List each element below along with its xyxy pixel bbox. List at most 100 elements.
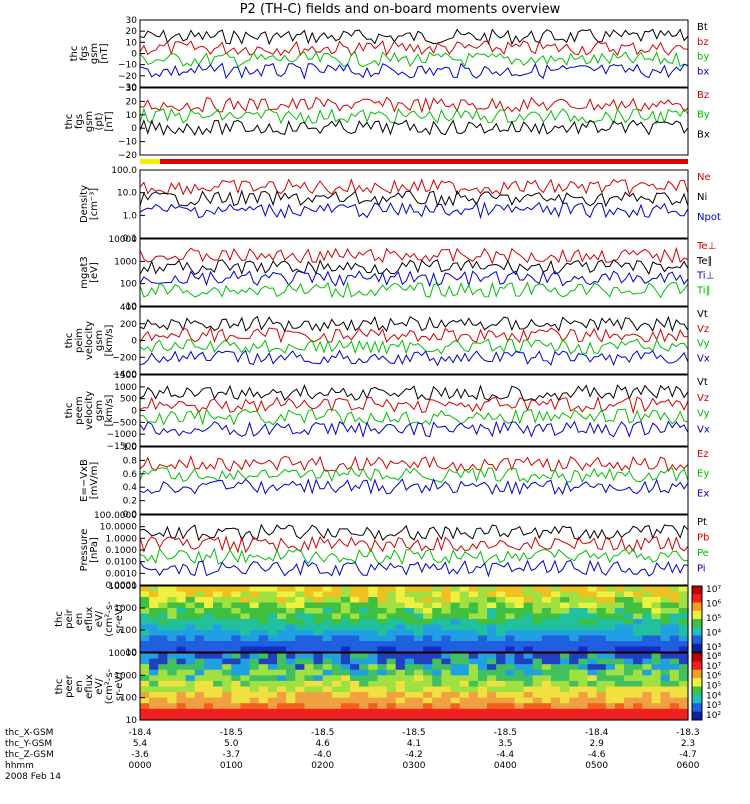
spectrogram-cell	[194, 613, 205, 620]
spectrogram-cell	[368, 624, 379, 631]
spectrogram-cell	[213, 714, 223, 721]
spectrogram-cell	[596, 653, 607, 660]
spectrogram-cell	[605, 680, 616, 688]
spectrogram-cell	[551, 708, 561, 716]
x-row-value: 4.6	[316, 739, 331, 749]
spectrogram-cell	[331, 669, 342, 676]
spectrogram-cell	[185, 646, 196, 653]
spectrogram-cell	[669, 613, 680, 620]
spectrogram-cell	[596, 608, 607, 615]
spectrogram-cell	[414, 669, 424, 676]
spectrogram-cell	[286, 591, 296, 598]
spectrogram-cell	[633, 619, 643, 626]
y-tick-label: −400	[112, 370, 137, 380]
spectrogram-cell	[368, 619, 379, 626]
trace-bt	[139, 28, 689, 46]
spectrogram-cell	[423, 669, 433, 676]
spectrogram-cell	[322, 597, 333, 604]
spectrogram-cell	[505, 613, 516, 620]
spectrogram-cell	[477, 597, 488, 604]
spectrogram-cell	[414, 680, 424, 688]
spectrogram-cell	[350, 586, 360, 593]
spectrogram-cell	[414, 664, 424, 671]
legend-pt: Pt	[697, 517, 707, 528]
spectrogram-cell	[404, 669, 415, 676]
spectrogram-cell	[514, 635, 525, 642]
y-axis-label-line: [mV/m]	[89, 462, 100, 500]
spectrogram-cell	[149, 635, 159, 642]
y-tick-label: 100	[120, 280, 137, 290]
spectrogram-cell	[286, 608, 296, 615]
spectrogram-cell	[596, 624, 607, 631]
trace-ti∥	[139, 281, 689, 299]
legend-by: by	[697, 52, 709, 63]
spectrogram-cell	[258, 692, 269, 699]
spectrogram-cell	[377, 664, 388, 671]
spectrogram-cell	[441, 586, 452, 593]
spectrogram-cell	[569, 613, 579, 620]
spectrogram-cell	[304, 664, 315, 671]
spectrogram-cell	[669, 692, 680, 699]
spectrogram-cell	[605, 675, 616, 682]
spectrogram-cell	[377, 675, 388, 682]
spectrogram-cell	[468, 635, 479, 642]
spectrogram-cell	[633, 602, 643, 609]
spectrogram-cell	[551, 630, 561, 637]
spectrogram-cell	[340, 635, 351, 642]
spectrogram-cell	[140, 664, 150, 671]
spectrogram-cell	[340, 624, 351, 631]
x-row-value: -4.0	[314, 750, 332, 760]
spectrogram-cell	[149, 646, 159, 653]
y-axis-label: thcpeirenefluxeV/(cm²-s-sr-eV)	[54, 601, 125, 637]
spectrogram-cell	[551, 619, 561, 626]
spectrogram-cell	[541, 624, 552, 631]
y-tick-label: −30	[118, 83, 137, 93]
spectrogram-cell	[496, 697, 506, 704]
spectrogram-cell	[468, 646, 479, 653]
spectrogram-cell	[267, 608, 278, 615]
spectrogram-cell	[678, 586, 689, 593]
spectrogram-cell	[587, 586, 598, 593]
spectrogram-cell	[222, 669, 232, 676]
spectrogram-cell	[459, 630, 470, 637]
spectrogram-cell	[185, 658, 196, 665]
spectrogram-cell	[468, 630, 479, 637]
spectrogram-cell	[340, 703, 351, 710]
spectrogram-cell	[377, 697, 388, 704]
panel-ele_spec: 10⁸10⁷10⁶10⁵10⁴10³10²10000100010010thcpe…	[54, 649, 721, 726]
spectrogram-cell	[432, 714, 442, 721]
spectrogram-cell	[140, 586, 150, 593]
spectrogram-cell	[678, 664, 689, 671]
spectrogram-cell	[551, 608, 561, 615]
spectrogram-cell	[624, 619, 634, 626]
spectrogram-cell	[423, 653, 433, 660]
spectrogram-cell	[642, 646, 653, 653]
legend-vx: Vx	[697, 353, 710, 364]
spectrogram-cell	[404, 646, 415, 653]
spectrogram-cell	[277, 591, 287, 598]
spectrogram-cell	[596, 669, 607, 676]
spectrogram-cell	[514, 619, 525, 626]
spectrogram-cell	[614, 703, 625, 710]
spectrogram-cell	[203, 597, 214, 604]
spectrogram-cell	[523, 708, 534, 716]
spectrogram-cell	[167, 686, 178, 693]
spectrogram-cell	[286, 708, 296, 716]
spectrogram-cell	[386, 597, 397, 604]
spectrogram-cell	[651, 697, 662, 704]
spectrogram-cell	[258, 630, 269, 637]
x-row-value: 2.9	[590, 739, 605, 749]
spectrogram-cell	[423, 608, 433, 615]
spectrogram-cell	[459, 635, 470, 642]
trace-vz	[139, 395, 689, 415]
spectrogram-cell	[240, 697, 251, 704]
x-row-value: -18.4	[585, 728, 609, 738]
spectrogram-cell	[158, 658, 168, 665]
spectrogram-cell	[477, 608, 488, 615]
spectrogram-cell	[532, 635, 543, 642]
y-axis-label-line: [nT]	[99, 43, 110, 63]
spectrogram-cell	[240, 646, 251, 653]
legend-vz: Vz	[697, 393, 709, 404]
